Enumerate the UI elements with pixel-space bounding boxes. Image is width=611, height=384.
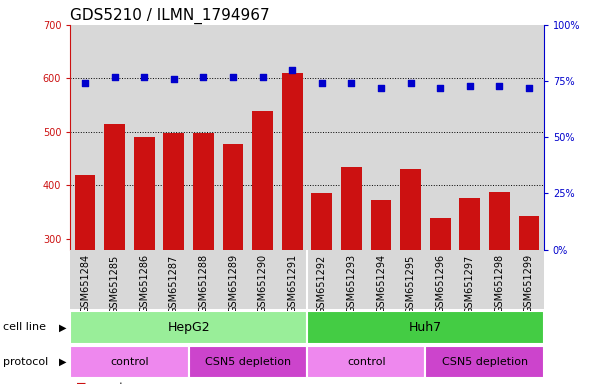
Bar: [519, 216, 540, 384]
Bar: [489, 192, 510, 384]
Bar: [307, 311, 544, 344]
Text: GSM651298: GSM651298: [494, 254, 505, 313]
Text: control: control: [110, 357, 148, 367]
Bar: [459, 198, 480, 384]
Bar: [70, 311, 307, 344]
Text: protocol: protocol: [3, 357, 48, 367]
Text: GSM651293: GSM651293: [346, 254, 356, 313]
Text: GSM651285: GSM651285: [109, 254, 120, 314]
Text: GSM651290: GSM651290: [258, 254, 268, 313]
Text: ■: ■: [76, 382, 87, 384]
Point: [406, 80, 415, 86]
Point: [169, 76, 179, 82]
Point: [494, 83, 504, 89]
Point: [199, 74, 208, 80]
Bar: [252, 111, 273, 384]
Bar: [164, 133, 184, 384]
Point: [376, 85, 386, 91]
Text: GSM651288: GSM651288: [199, 254, 208, 313]
Point: [139, 74, 149, 80]
Bar: [371, 200, 392, 384]
Bar: [400, 169, 421, 384]
Bar: [104, 124, 125, 384]
Point: [465, 83, 475, 89]
Text: GSM651284: GSM651284: [80, 254, 90, 313]
Point: [524, 85, 534, 91]
Text: cell line: cell line: [3, 322, 46, 333]
Text: CSN5 depletion: CSN5 depletion: [205, 357, 291, 367]
Bar: [425, 346, 544, 378]
Text: GDS5210 / ILMN_1794967: GDS5210 / ILMN_1794967: [70, 7, 270, 23]
Text: GSM651289: GSM651289: [228, 254, 238, 313]
Bar: [70, 346, 189, 378]
Point: [317, 80, 327, 86]
Text: GSM651291: GSM651291: [287, 254, 297, 313]
Bar: [75, 175, 95, 384]
Text: GSM651292: GSM651292: [317, 254, 327, 314]
Text: count: count: [95, 382, 124, 384]
Bar: [189, 346, 307, 378]
Bar: [222, 144, 243, 384]
Bar: [307, 346, 425, 378]
Text: GSM651299: GSM651299: [524, 254, 534, 313]
Point: [435, 85, 445, 91]
Point: [228, 74, 238, 80]
Text: GSM651297: GSM651297: [465, 254, 475, 314]
Bar: [193, 133, 214, 384]
Text: GSM651294: GSM651294: [376, 254, 386, 313]
Bar: [134, 137, 155, 384]
Text: HepG2: HepG2: [167, 321, 210, 334]
Point: [258, 74, 268, 80]
Text: GSM651287: GSM651287: [169, 254, 179, 314]
Text: Huh7: Huh7: [409, 321, 442, 334]
Bar: [430, 217, 450, 384]
Point: [346, 80, 356, 86]
Text: CSN5 depletion: CSN5 depletion: [442, 357, 528, 367]
Text: GSM651296: GSM651296: [435, 254, 445, 313]
Bar: [312, 194, 332, 384]
Point: [287, 67, 297, 73]
Point: [80, 80, 90, 86]
Bar: [282, 73, 302, 384]
Text: ▶: ▶: [59, 357, 66, 367]
Text: control: control: [347, 357, 386, 367]
Text: GSM651295: GSM651295: [406, 254, 415, 314]
Text: ▶: ▶: [59, 322, 66, 333]
Text: GSM651286: GSM651286: [139, 254, 149, 313]
Bar: [341, 167, 362, 384]
Point: [110, 74, 120, 80]
